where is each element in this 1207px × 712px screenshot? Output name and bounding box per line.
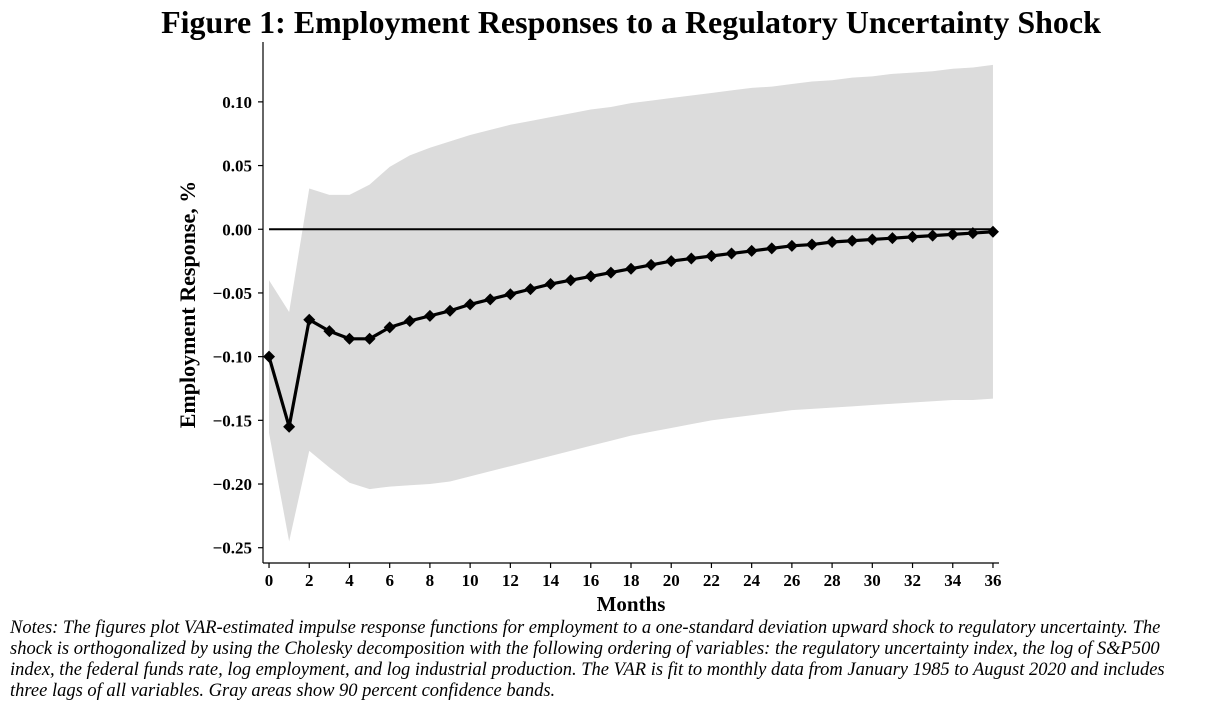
y-tick-label: −0.25	[213, 539, 252, 558]
data-point-marker	[423, 309, 436, 322]
data-point-marker	[886, 232, 899, 245]
data-point-marker	[625, 262, 637, 275]
data-point-marker	[544, 278, 557, 291]
data-point-marker	[343, 332, 356, 345]
x-tick-label: 6	[385, 571, 394, 590]
data-point-marker	[283, 420, 296, 433]
x-tick-label: 24	[743, 571, 761, 590]
x-tick-label: 36	[984, 571, 1001, 590]
confidence-band-layer	[269, 64, 993, 542]
data-point-marker	[564, 274, 577, 287]
y-tick-label: 0.05	[222, 157, 252, 176]
data-point-marker	[685, 252, 698, 265]
data-point-marker	[986, 225, 999, 238]
data-point-marker	[705, 250, 718, 263]
x-tick-label: 14	[542, 571, 560, 590]
data-point-marker	[524, 283, 537, 296]
x-tick-label: 32	[904, 571, 921, 590]
x-tick-label: 26	[783, 571, 800, 590]
data-point-marker	[484, 293, 497, 306]
data-point-marker	[303, 313, 316, 326]
data-point-marker	[363, 332, 376, 345]
x-tick-label: 4	[345, 571, 354, 590]
data-point-marker	[785, 239, 798, 252]
data-point-marker	[464, 298, 477, 311]
chart-title: Figure 1: Employment Responses to a Regu…	[161, 4, 1101, 40]
data-point-marker	[403, 314, 416, 327]
x-tick-label: 18	[623, 571, 640, 590]
data-point-marker	[504, 288, 517, 301]
x-tick-label: 10	[462, 571, 479, 590]
data-point-marker	[444, 304, 457, 317]
data-point-marker	[826, 235, 839, 248]
confidence-band	[269, 64, 993, 542]
impulse-response-chart: −0.25−0.20−0.15−0.10−0.050.000.050.100 2 4…	[175, 42, 1001, 616]
data-point-marker	[645, 258, 658, 271]
data-point-layer	[263, 225, 999, 433]
x-tick-label: 12	[502, 571, 519, 590]
axes-layer	[258, 42, 999, 568]
figure-notes: Notes: The figures plot VAR-estimated im…	[10, 618, 1165, 701]
y-tick-label: −0.15	[213, 411, 252, 430]
data-point-marker	[846, 234, 859, 247]
data-point-marker	[323, 325, 336, 338]
x-tick-label: 8	[426, 571, 435, 590]
y-tick-label: 0.00	[222, 220, 252, 239]
data-point-marker	[383, 321, 396, 334]
x-tick-label: 20	[663, 571, 680, 590]
x-tick-label: 16	[582, 571, 599, 590]
data-point-marker	[946, 228, 959, 241]
data-point-marker	[604, 266, 617, 279]
x-axis-label: Months	[597, 592, 666, 616]
x-tick-label: 28	[824, 571, 841, 590]
data-point-marker	[926, 229, 939, 242]
data-point-marker	[584, 270, 597, 283]
x-tick-label: 34	[944, 571, 962, 590]
x-tick-label: 0	[265, 571, 274, 590]
data-point-marker	[966, 227, 979, 240]
data-point-marker	[665, 255, 678, 268]
y-tick-label: −0.05	[213, 284, 252, 303]
y-tick-label: −0.10	[213, 348, 252, 367]
axis-label-layer: −0.25−0.20−0.15−0.10−0.050.000.050.100 2 4…	[175, 93, 1001, 616]
data-point-marker	[906, 230, 919, 243]
y-axis-label: Employment Response, %	[175, 181, 200, 429]
x-tick-label: 30	[864, 571, 881, 590]
data-point-marker	[725, 247, 738, 260]
data-point-marker	[263, 350, 276, 363]
y-tick-label: −0.20	[213, 475, 252, 494]
data-point-marker	[765, 242, 778, 255]
x-tick-label: 22	[703, 571, 720, 590]
data-point-marker	[745, 244, 758, 257]
y-tick-label: 0.10	[222, 93, 252, 112]
data-point-marker	[866, 233, 879, 246]
x-tick-label: 2	[305, 571, 314, 590]
data-point-marker	[805, 238, 818, 251]
